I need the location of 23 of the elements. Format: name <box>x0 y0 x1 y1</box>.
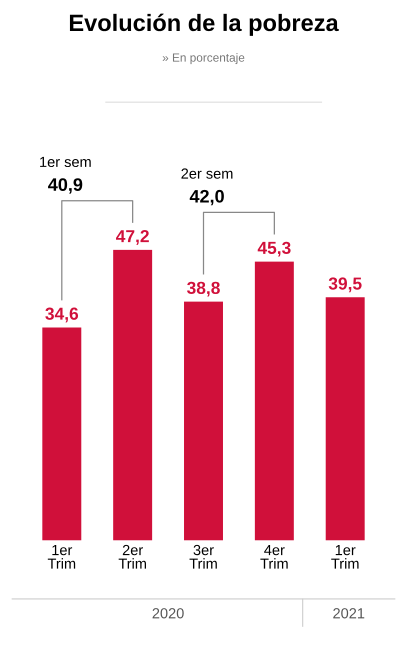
x-tick-label: 3er Trim <box>190 544 217 569</box>
text: 2er sem <box>181 168 232 179</box>
text: 42,0 <box>190 190 224 206</box>
bar <box>254 262 294 540</box>
bar <box>42 327 82 540</box>
chart-title: Evolución de la pobreza <box>70 14 339 36</box>
text: 1er sem <box>40 156 91 168</box>
x-tick-label: 2er Trim <box>118 544 146 569</box>
chart-subtitle: » En porcentaje <box>162 53 244 64</box>
text: 40,9 <box>48 178 82 194</box>
data-label: 38,8 <box>187 282 220 297</box>
data-label: 34,6 <box>45 308 78 322</box>
x-tick-label: 1er Trim <box>48 545 76 569</box>
text: 2021 <box>333 608 364 618</box>
bar <box>326 297 365 540</box>
bar <box>113 250 152 540</box>
x-tick-label: 1er Trim <box>331 545 359 569</box>
data-label: 47,2 <box>116 230 149 245</box>
x-tick-label: 4er Trim <box>260 545 288 569</box>
text: 2020 <box>152 608 184 618</box>
data-label: 45,3 <box>258 242 291 257</box>
bar <box>184 302 223 540</box>
data-label: 39,5 <box>328 277 362 292</box>
